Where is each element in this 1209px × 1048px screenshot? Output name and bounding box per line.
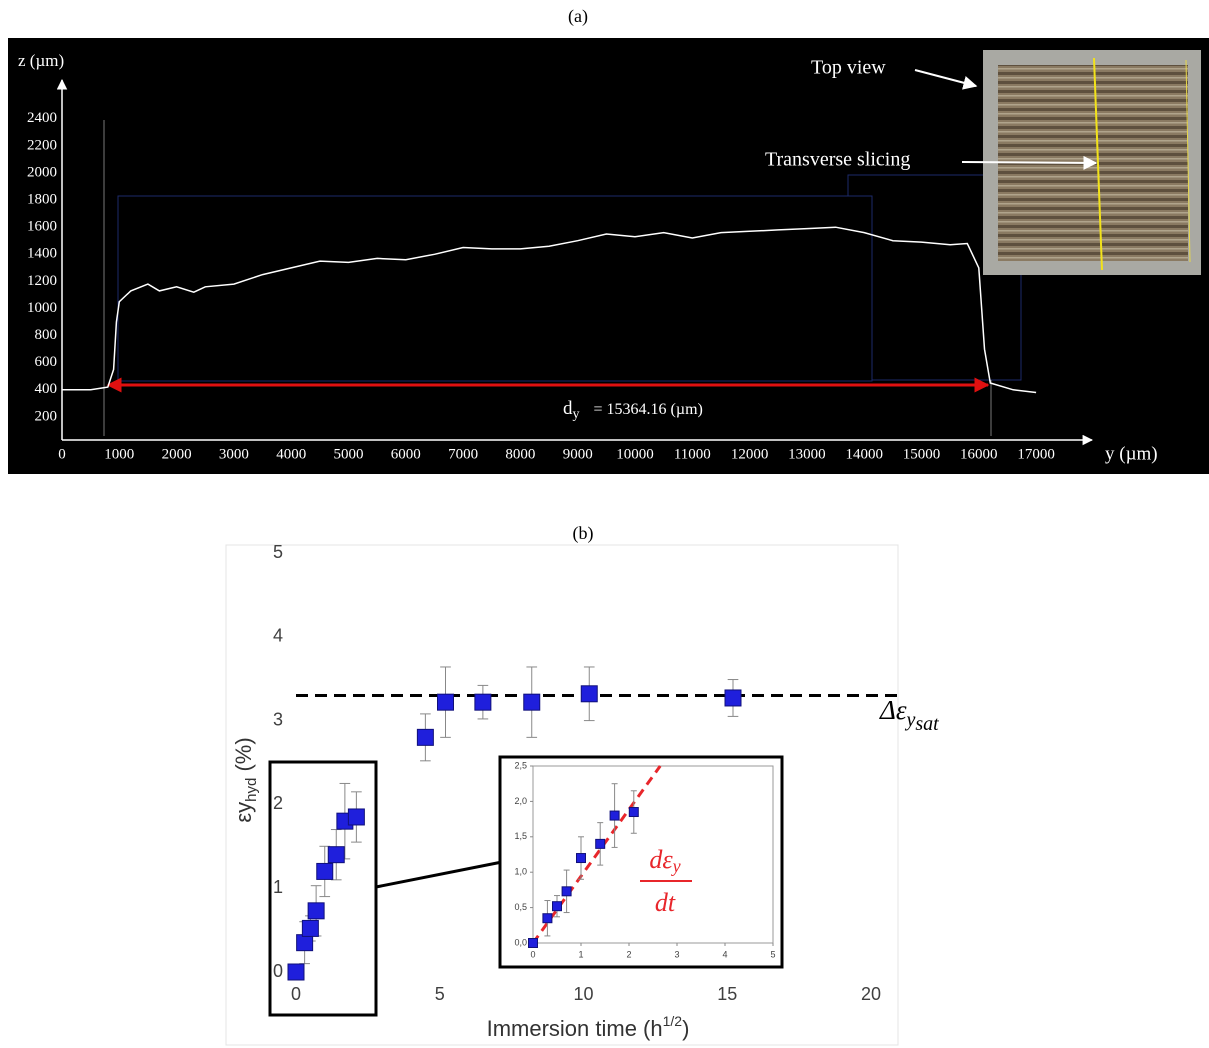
- x-tick-label: 5: [435, 984, 445, 1004]
- marker: [628, 807, 639, 818]
- x-tick-label: 13000: [788, 446, 826, 462]
- profile-line: [62, 226, 1037, 394]
- marker: [316, 862, 334, 880]
- x-tick-label: 17000: [1017, 446, 1055, 462]
- y-tick-label: 2200: [27, 137, 57, 153]
- y-tick-label: 2,5: [514, 760, 527, 770]
- marker: [724, 689, 742, 707]
- annotation: Top view: [811, 57, 886, 79]
- y-tick-label: 2000: [27, 164, 57, 180]
- marker: [542, 913, 553, 924]
- x-tick-label: 0: [291, 984, 301, 1004]
- x-tick-label: 4: [722, 949, 727, 959]
- x-tick-label: 12000: [731, 446, 769, 462]
- y-tick-label: 5: [273, 542, 283, 562]
- y-tick-label: 4: [273, 626, 283, 646]
- x-tick-label: 15: [717, 984, 737, 1004]
- marker: [307, 902, 325, 920]
- marker: [580, 685, 598, 703]
- x-tick-label: 10: [573, 984, 593, 1004]
- zoom-box: [268, 760, 378, 1017]
- y-tick-label: 0,5: [514, 902, 527, 912]
- annotation-arrow: [961, 155, 1098, 170]
- x-tick-label: 8000: [505, 446, 535, 462]
- marker: [287, 963, 305, 981]
- marker: [576, 853, 586, 864]
- marker: [347, 808, 365, 826]
- x-tick-label: 1000: [104, 446, 134, 462]
- inset: [498, 755, 784, 969]
- y-tick-label: 1200: [27, 273, 57, 289]
- x-tick-label: 10000: [616, 446, 654, 462]
- x-tick-label: 5000: [334, 446, 364, 462]
- y-tick-label: 3: [273, 709, 283, 729]
- y-tick-label: 0: [273, 961, 283, 981]
- y-tick-label: 1,5: [514, 831, 527, 841]
- x-tick-label: 1: [578, 949, 583, 959]
- marker: [609, 810, 620, 821]
- x-axis-label: y (µm): [1105, 443, 1158, 464]
- marker: [301, 919, 319, 937]
- y-tick-label: 1400: [27, 246, 57, 262]
- x-axis-label: Immersion time (h1/2): [487, 1013, 690, 1041]
- x-tick-label: 20: [861, 984, 881, 1004]
- y-tick-label: 0,0: [514, 937, 527, 947]
- x-tick-label: 3: [674, 949, 679, 959]
- x-tick-label: 0: [530, 949, 535, 959]
- trend-label: dt: [655, 888, 676, 917]
- x-tick-label: 6000: [391, 446, 421, 462]
- y-tick-label: 2,0: [514, 796, 527, 806]
- annotation: Transverse slicing: [765, 149, 910, 171]
- marker: [327, 846, 345, 864]
- y-tick-label: 600: [35, 354, 58, 370]
- y-tick-label: 800: [35, 327, 58, 343]
- y-tick-label: 1000: [27, 300, 57, 316]
- marker: [595, 838, 606, 849]
- marker: [523, 693, 541, 711]
- zoom-connector: [375, 860, 503, 889]
- slice-line: [1185, 59, 1191, 263]
- marker: [437, 693, 454, 711]
- y-tick-label: 200: [35, 408, 58, 424]
- panel-title: (a): [568, 6, 588, 27]
- x-tick-label: 7000: [448, 446, 478, 462]
- marker: [552, 901, 562, 912]
- inset-plot: 0 1 2 3 4 5 0,0 0,5 1,0 1,5 2,0 2,5: [514, 760, 775, 959]
- x-tick-label: 2: [626, 949, 631, 959]
- x-tick-label: 3000: [219, 446, 249, 462]
- x-tick-label: 14000: [845, 446, 883, 462]
- x-tick-label: 15000: [903, 446, 941, 462]
- panel-title: (b): [573, 523, 594, 544]
- x-tick-label: 11000: [674, 446, 711, 462]
- x-tick-label: 16000: [960, 446, 998, 462]
- annotation-arrow: [914, 69, 978, 90]
- x-tick-label: 0: [58, 446, 66, 462]
- y-axis-label: z (µm): [18, 51, 64, 70]
- marker: [416, 728, 434, 746]
- x-tick-label: 5: [770, 949, 775, 959]
- y-tick-label: 1,0: [514, 867, 527, 877]
- saturation-label: Δεysat: [879, 695, 939, 734]
- y-tick-label: 2: [273, 793, 283, 813]
- inset-frame: [532, 765, 774, 944]
- marker: [296, 934, 314, 952]
- x-tick-label: 9000: [563, 446, 593, 462]
- x-tick-label: 2000: [162, 446, 192, 462]
- y-tick-label: 1600: [27, 219, 57, 235]
- marker: [474, 693, 492, 711]
- trend-label: dεy: [649, 845, 680, 876]
- y-tick-label: 1: [273, 877, 283, 897]
- y-tick-label: 2400: [27, 110, 57, 126]
- marker: [561, 886, 572, 897]
- marker: [528, 938, 538, 948]
- y-axis-label: εyhyd (%): [231, 737, 260, 822]
- slice-line: [1093, 57, 1103, 271]
- y-tick-label: 400: [35, 381, 58, 397]
- trend-line: [531, 765, 662, 944]
- x-tick-label: 4000: [276, 446, 306, 462]
- y-tick-label: 1800: [27, 192, 57, 208]
- measure-label: dy = 15364.16 (µm): [563, 398, 703, 422]
